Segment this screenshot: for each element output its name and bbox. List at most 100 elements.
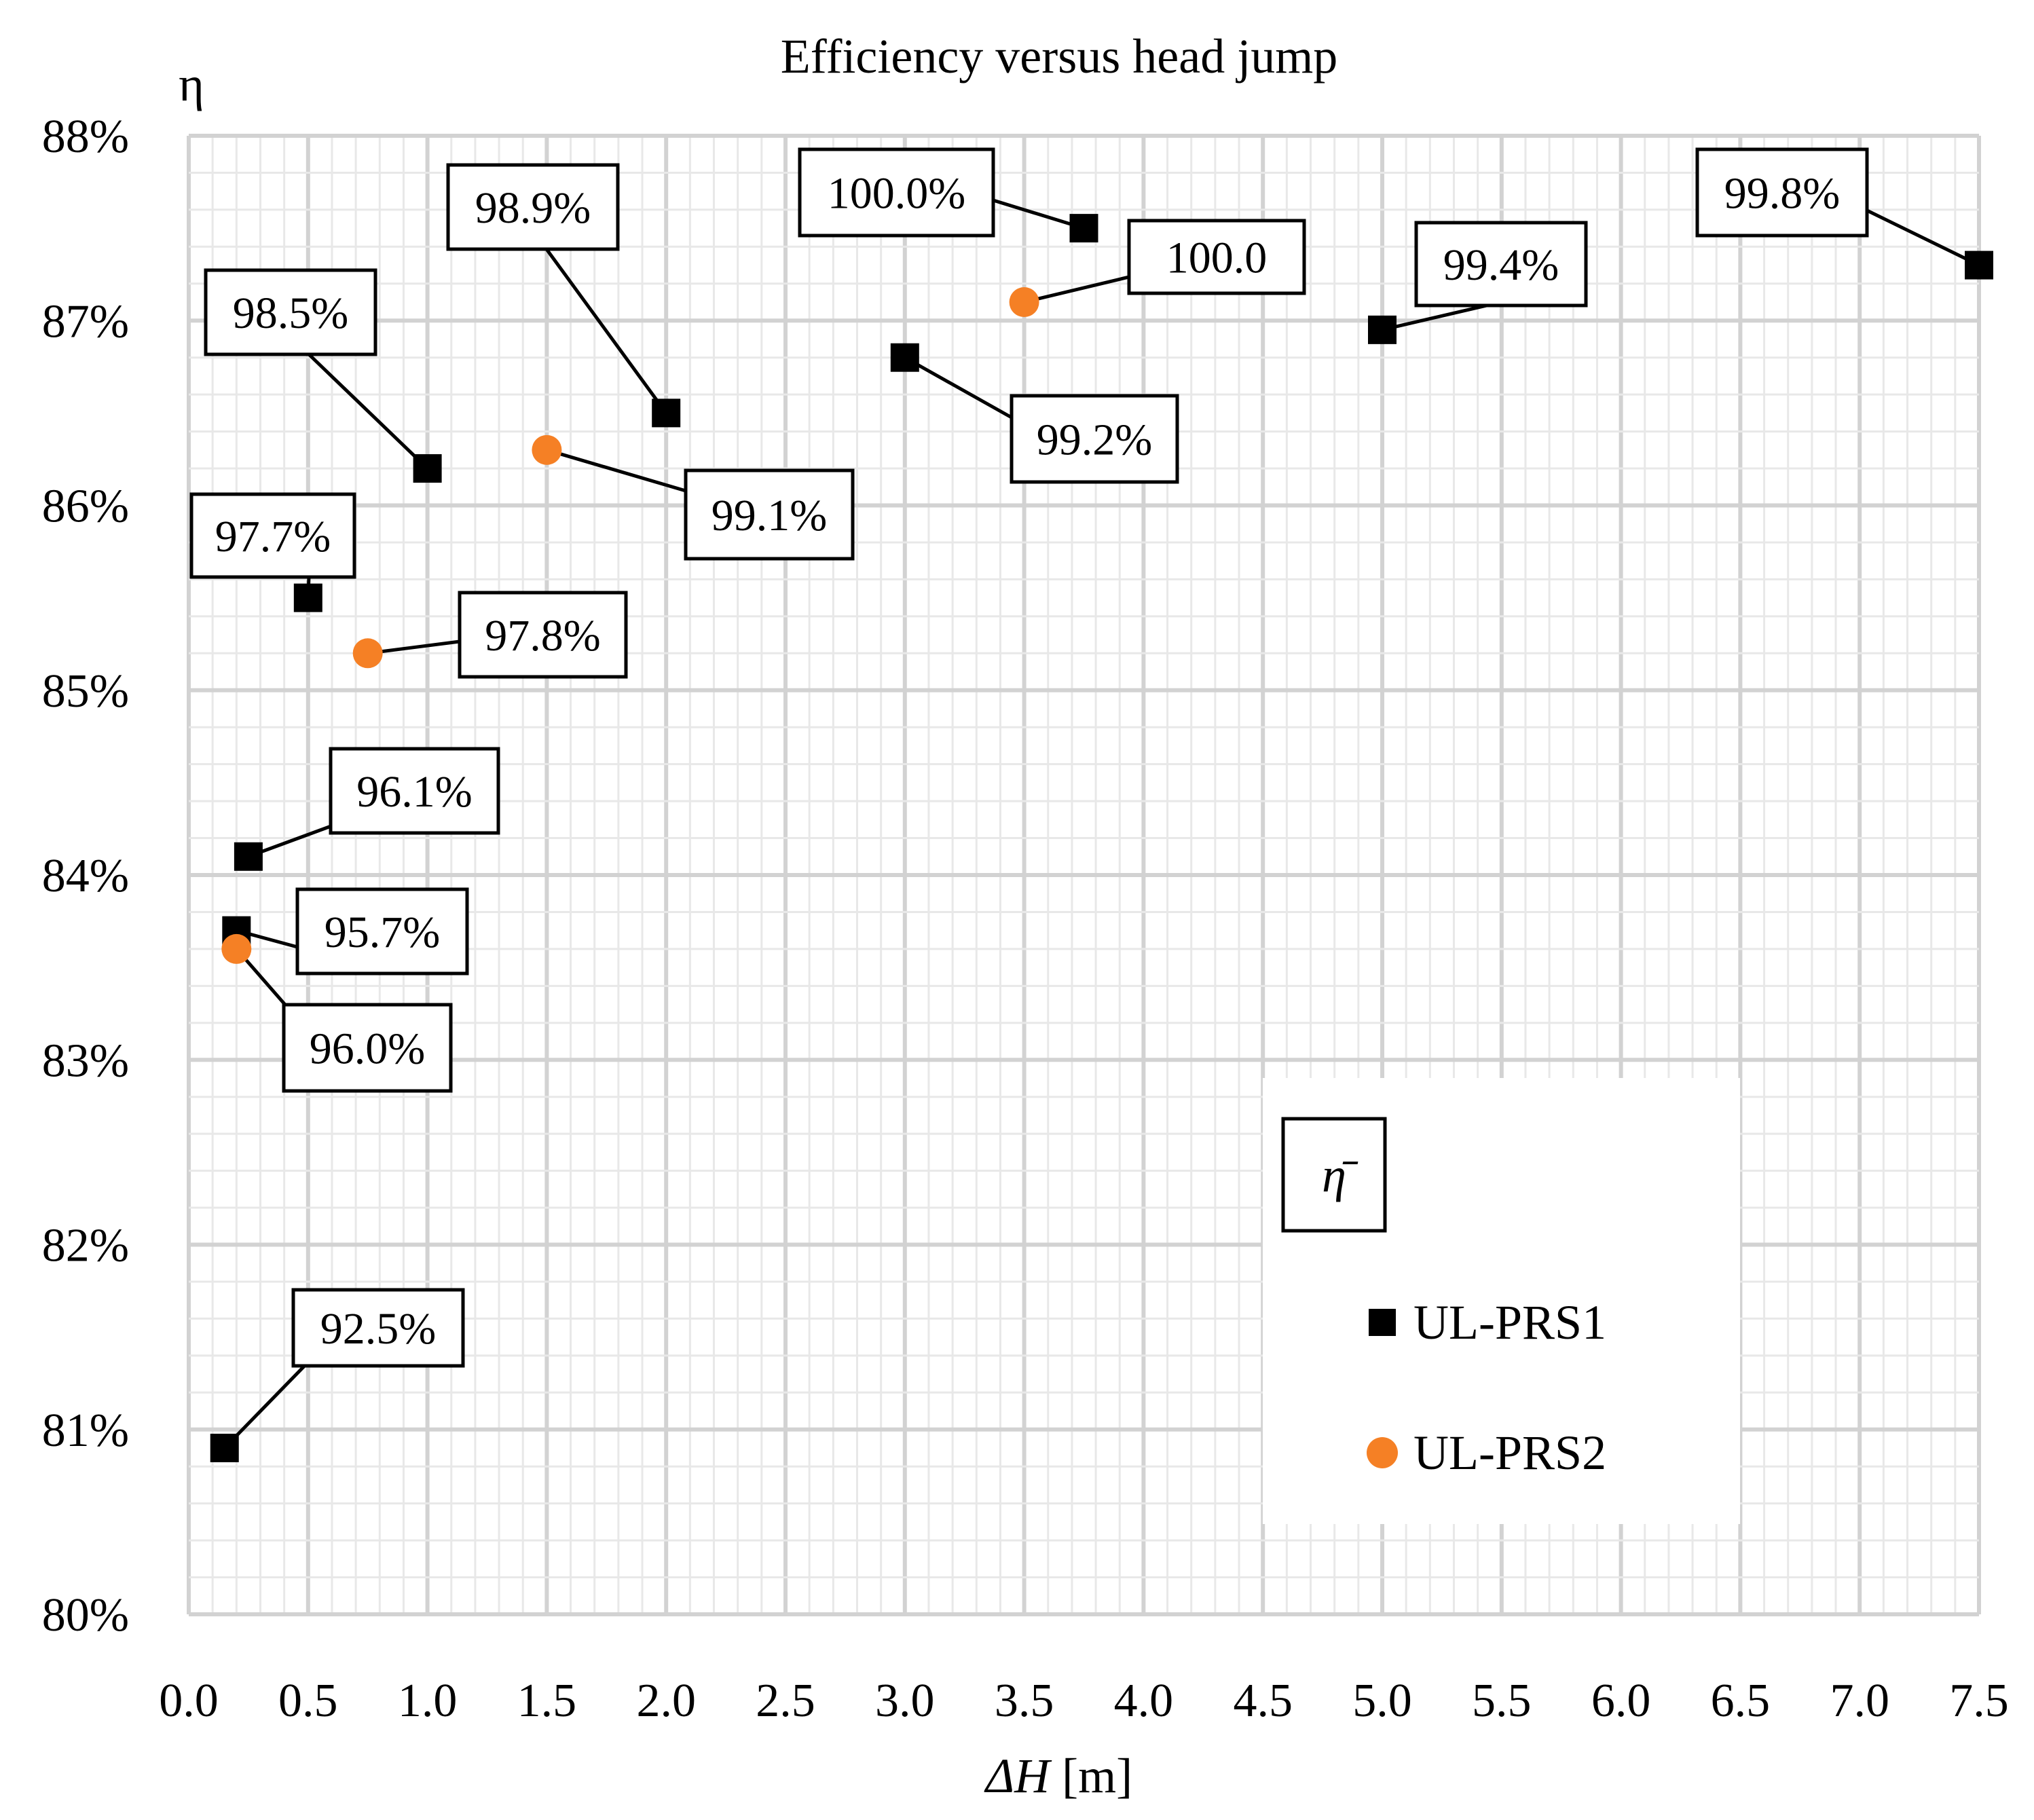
callout-box [291,1288,465,1368]
x-tick-label: 5.0 [1352,1675,1412,1727]
callout-leader [308,353,429,470]
data-labels: 92.5% 95.7% 96.1% 97.7% 98.5% 98.9% 99.2% 100.0… [189,147,1980,1449]
data-label-callout: 96.0% [235,948,453,1093]
data-label: 99.8% [1724,169,1840,219]
x-tick-label: 6.5 [1711,1675,1771,1727]
data-label-callout: 99.4% [1382,221,1588,332]
callout-box [189,492,356,579]
data-label: 98.9% [475,183,591,233]
data-label-callout: 99.1% [546,448,855,561]
data-label-callout: 99.8% [1695,147,1980,267]
y-tick-label: 83% [42,1035,129,1087]
y-tick-label: 80% [42,1589,129,1641]
callout-box [798,147,995,238]
point-ul-prs1 [1368,315,1397,344]
legend-marker-ul-prs2 [1367,1437,1398,1468]
point-ul-prs1 [293,583,322,612]
x-axis-label: ΔH [m] [984,1749,1132,1803]
y-tick-label: 84% [42,850,129,902]
callout-box [1010,394,1179,484]
point-ul-prs1 [890,343,919,372]
x-tick-label: 1.0 [398,1675,458,1727]
data-label: 100.0 [1166,234,1268,283]
y-tick-label: 88% [42,111,129,163]
legend: η̄ UL-PRS1 UL-PRS2 [1263,1078,1740,1524]
y-tick-label: 86% [42,481,129,533]
data-label-callout: 100.0 [1024,219,1306,304]
data-label: 92.5% [320,1304,436,1354]
y-tick-label: 82% [42,1220,129,1272]
callout-box [1414,221,1588,308]
x-tick-label: 2.0 [636,1675,696,1727]
callout-leader [546,448,686,493]
x-tick-label: 6.0 [1591,1675,1651,1727]
callout-box [1127,219,1306,295]
x-tick-label: 5.5 [1472,1675,1532,1727]
data-label-callout: 98.5% [204,268,429,470]
data-label-callout: 95.7% [236,887,469,976]
callout-leader [904,356,1013,420]
data-label: 99.1% [711,491,827,540]
x-tick-label: 0.0 [159,1675,219,1727]
data-label: 96.0% [310,1024,425,1074]
data-label-callout: 100.0% [798,147,1085,238]
callout-leader [1024,275,1130,304]
data-points [210,214,1993,1462]
y-tick-label: 85% [42,665,129,718]
point-ul-prs1 [1069,214,1098,243]
data-label: 99.2% [1037,415,1152,465]
x-tick-label: 2.5 [756,1675,815,1727]
callout-leader [544,248,668,414]
callout-box [458,591,628,679]
callout-box [684,468,855,561]
point-ul-prs1 [652,398,681,428]
point-ul-prs1 [1965,250,1993,280]
point-ul-prs2 [532,434,562,465]
point-ul-prs1 [210,1433,239,1462]
data-label: 96.1% [356,767,472,817]
data-label-callout: 99.2% [904,356,1179,484]
x-tick-label: 7.5 [1949,1675,2009,1727]
callout-leader [367,639,460,655]
x-axis-label-symbol: ΔH [984,1749,1052,1803]
callout-box [295,887,469,976]
point-ul-prs1 [234,842,263,871]
legend-marker-ul-prs1 [1369,1309,1396,1336]
data-label-callout: 98.9% [446,163,668,414]
callout-leader [1382,303,1487,332]
x-tick-label: 4.5 [1233,1675,1293,1727]
chart-title: Efficiency versus head jump [781,29,1337,83]
data-label: 97.8% [485,611,600,661]
data-label: 98.5% [233,289,348,338]
data-label: 95.7% [325,908,440,957]
legend-label-ul-prs2: UL-PRS2 [1413,1426,1606,1480]
y-tick-label: 81% [42,1405,129,1457]
callout-box [282,1003,453,1093]
data-label: 100.0% [828,169,965,219]
data-label: 97.7% [215,512,331,561]
data-label: 99.4% [1443,240,1559,290]
point-ul-prs2 [352,638,383,669]
x-tick-labels: 0.0 0.5 1.0 1.5 2.0 2.5 3.0 3.5 4.0 4.5 5.0 5.5 6.0 6… [159,1675,2009,1727]
x-tick-label: 7.0 [1830,1675,1889,1727]
legend-title-box [1281,1117,1387,1233]
x-tick-label: 4.0 [1114,1675,1174,1727]
y-tick-labels: 80% 81% 82% 83% 84% 85% 86% 87% 88% [42,111,129,1641]
callout-box [1695,147,1869,238]
callout-box [329,747,500,835]
callout-leader [1866,208,1980,267]
data-label-callout: 97.8% [367,591,628,679]
callout-leader [993,198,1085,230]
x-axis-label-unit: [m] [1050,1749,1132,1803]
point-ul-prs2 [221,933,252,964]
x-tick-label: 3.0 [875,1675,935,1727]
data-label-callout: 97.7% [189,492,356,598]
y-axis-label: η [179,57,204,111]
x-tick-label: 0.5 [278,1675,338,1727]
legend-label-ul-prs1: UL-PRS1 [1413,1295,1606,1350]
x-tick-label: 3.5 [995,1675,1054,1727]
x-tick-label: 1.5 [517,1675,577,1727]
data-label-callout: 92.5% [223,1288,465,1449]
y-tick-label: 87% [42,295,129,348]
